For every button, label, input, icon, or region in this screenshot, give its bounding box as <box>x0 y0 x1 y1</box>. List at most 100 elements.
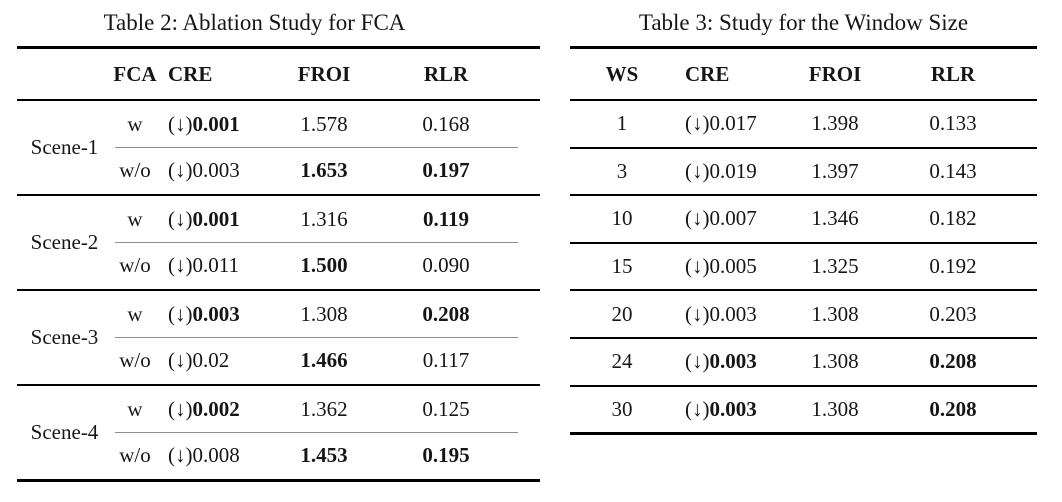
froi-cell: 1.453 <box>263 432 385 479</box>
table3-row-rule <box>570 194 1037 197</box>
rlr-value: 0.117 <box>422 348 470 372</box>
table3-row-rule <box>570 241 1037 244</box>
rlr-value: 0.208 <box>929 396 977 421</box>
froi-value: 1.398 <box>811 111 859 136</box>
cre-cell: (↓) 0.001 <box>158 196 263 242</box>
table3-header-rule <box>570 99 1037 101</box>
row-divider-line <box>115 337 518 338</box>
froi-value: 1.316 <box>300 206 348 231</box>
cre-cell: (↓) 0.017 <box>674 111 779 136</box>
rlr-value: 0.208 <box>929 349 977 374</box>
table2-scene4-group: Scene-4 w (↓) 0.002 1.362 0.125 w/o (↓) 0.… <box>17 386 540 479</box>
table3-window-size-study: Table 3: Study for the Window Size WS CR… <box>570 0 1037 436</box>
ws-cell: 3 <box>616 158 628 183</box>
table3-caption: Table 3: Study for the Window Size <box>638 10 969 35</box>
froi-value: 1.500 <box>300 253 348 277</box>
fca-cell: w <box>127 111 143 136</box>
froi-cell: 1.397 <box>779 159 891 184</box>
rlr-value: 0.168 <box>422 111 470 136</box>
row-divider-line <box>115 242 518 243</box>
down-arrow-prefix: (↓) <box>168 206 193 231</box>
table3-row-rule <box>570 289 1037 292</box>
fca-cell: w/o <box>119 348 151 372</box>
table3-row-ws10: 10 (↓) 0.007 1.346 0.182 <box>570 196 1037 242</box>
table3-row-ws20: 20 (↓) 0.003 1.308 0.203 <box>570 291 1037 337</box>
down-arrow-prefix: (↓) <box>168 348 193 372</box>
rlr-cell: 0.197 <box>385 147 507 194</box>
cre-cell: (↓) 0.003 <box>674 349 779 374</box>
table3-row-rule <box>570 336 1037 339</box>
table2-header-rlr: RLR <box>423 61 469 86</box>
down-arrow-prefix: (↓) <box>685 349 710 374</box>
rlr-cell: 0.119 <box>385 196 507 242</box>
table2-header-froi: FROI <box>297 61 351 86</box>
cre-value: 0.008 <box>192 443 240 467</box>
cre-value: 0.003 <box>192 158 240 182</box>
table2-group-rule <box>17 289 540 291</box>
table2-top-rule <box>17 46 540 49</box>
ws-cell: 30 <box>611 396 633 421</box>
froi-cell: 1.653 <box>263 147 385 194</box>
rlr-value: 0.182 <box>929 206 977 231</box>
froi-value: 1.362 <box>300 396 348 421</box>
table3-header-ws: WS <box>605 61 639 86</box>
row-divider-line <box>115 147 518 148</box>
table2-group-rule <box>17 194 540 196</box>
table3-row-ws1: 1 (↓) 0.017 1.398 0.133 <box>570 101 1037 147</box>
table2-scene1-group: Scene-1 w (↓) 0.001 1.578 0.168 w/o (↓) 0.… <box>17 101 540 194</box>
rlr-value: 0.197 <box>422 158 470 182</box>
froi-value: 1.397 <box>811 158 859 183</box>
table3-row-rule <box>570 384 1037 387</box>
rlr-cell: 0.168 <box>385 101 507 147</box>
cre-value: 0.02 <box>192 348 230 372</box>
cre-cell: (↓) 0.005 <box>674 254 779 279</box>
cre-value: 0.003 <box>709 396 757 421</box>
table2-ablation-study-fca: Table 2: Ablation Study for FCA FCA CRE … <box>17 0 540 482</box>
froi-cell: 1.308 <box>779 349 891 374</box>
table2-header-fca: FCA <box>113 61 157 86</box>
rlr-cell: 0.133 <box>891 111 1015 136</box>
rlr-value: 0.208 <box>422 301 470 326</box>
froi-value: 1.308 <box>300 301 348 326</box>
froi-cell: 1.398 <box>779 111 891 136</box>
scene-label: Scene-2 <box>30 230 99 254</box>
table3-header-rlr: RLR <box>930 61 976 86</box>
ws-cell: 10 <box>611 206 633 231</box>
cre-value: 0.019 <box>709 158 757 183</box>
cre-value: 0.007 <box>709 206 757 231</box>
froi-cell: 1.578 <box>263 101 385 147</box>
cre-value: 0.001 <box>192 206 240 231</box>
froi-cell: 1.316 <box>263 196 385 242</box>
rlr-cell: 0.203 <box>891 302 1015 327</box>
fca-cell: w/o <box>119 253 151 277</box>
froi-cell: 1.346 <box>779 206 891 231</box>
ws-cell: 24 <box>611 349 633 374</box>
down-arrow-prefix: (↓) <box>168 301 193 326</box>
ws-cell: 20 <box>611 301 633 326</box>
down-arrow-prefix: (↓) <box>168 111 193 136</box>
rlr-cell: 0.125 <box>385 386 507 432</box>
table2-caption: Table 2: Ablation Study for FCA <box>103 10 406 35</box>
froi-value: 1.466 <box>300 348 348 372</box>
table3-row-ws24: 24 (↓) 0.003 1.308 0.208 <box>570 339 1037 385</box>
table2-bottom-rule <box>17 479 540 482</box>
cre-value: 0.003 <box>709 349 757 374</box>
cre-value: 0.005 <box>709 254 757 279</box>
froi-cell: 1.466 <box>263 337 385 384</box>
rlr-cell: 0.117 <box>385 337 507 384</box>
row-divider-line <box>115 432 518 433</box>
rlr-value: 0.119 <box>422 206 470 231</box>
froi-cell: 1.500 <box>263 242 385 289</box>
froi-value: 1.653 <box>300 158 348 182</box>
froi-value: 1.346 <box>811 206 859 231</box>
froi-value: 1.308 <box>811 301 859 326</box>
cre-cell: (↓) 0.011 <box>158 242 263 289</box>
fca-cell: w <box>127 301 143 326</box>
rlr-value: 0.192 <box>929 254 977 279</box>
table2-header-row: FCA CRE FROI RLR <box>17 49 540 99</box>
cre-cell: (↓) 0.003 <box>158 291 263 337</box>
down-arrow-prefix: (↓) <box>685 396 710 421</box>
cre-cell: (↓) 0.007 <box>674 206 779 231</box>
table2-scene2-group: Scene-2 w (↓) 0.001 1.316 0.119 w/o (↓) 0.… <box>17 196 540 289</box>
